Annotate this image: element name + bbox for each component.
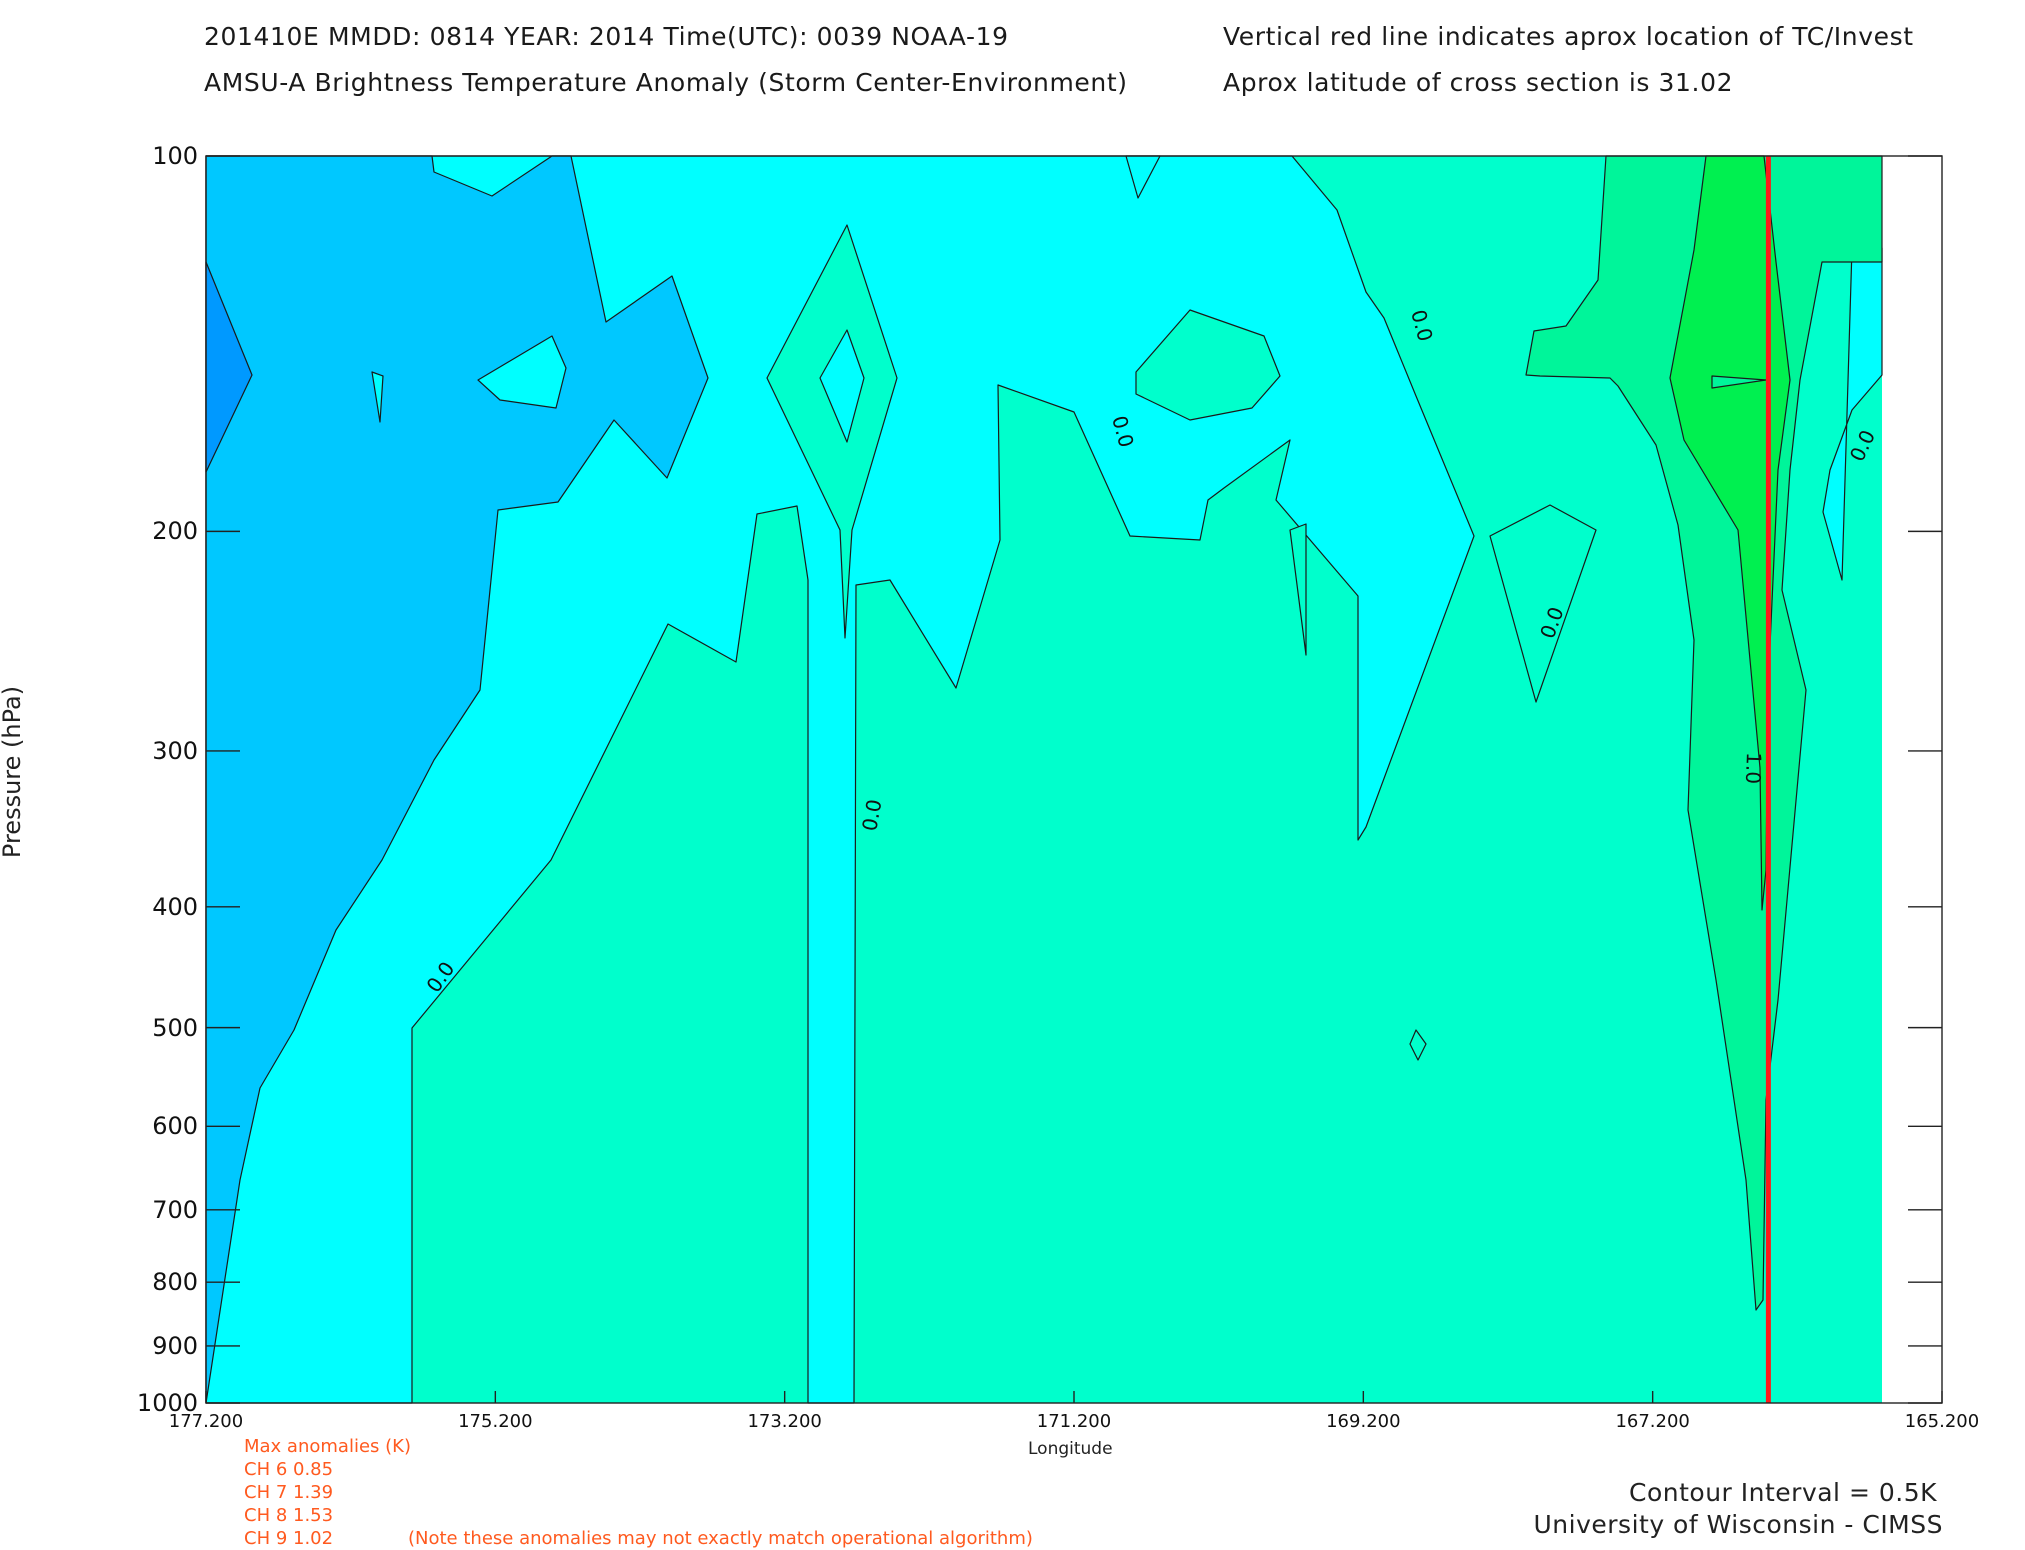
x-tick-label: 177.200 [168, 1411, 244, 1432]
x-tick-label: 175.200 [458, 1411, 533, 1432]
contour-label: 1.0 [1741, 752, 1766, 785]
y-tick-label: 800 [152, 1268, 198, 1297]
y-tick-label: 100 [152, 142, 198, 170]
band-0.0-island [371, 371, 384, 423]
anomaly-row: CH 8 1.53 [244, 1505, 334, 1526]
band-0.5-island [766, 224, 898, 639]
contour-fills [205, 155, 1883, 1404]
band-0.5-island [1489, 504, 1597, 703]
contour-interval: Contour Interval = 0.5K [1629, 1478, 1937, 1507]
y-tick-label: 400 [152, 892, 198, 921]
band-1.5-fill [1669, 155, 1791, 911]
chart-title: AMSU-A Brightness Temperature Anomaly (S… [204, 68, 1128, 97]
y-tick-label: 500 [152, 1013, 198, 1042]
x-tick-label: 169.200 [1326, 1411, 1401, 1432]
header-info-line: 201410E MMDD: 0814 YEAR: 2014 Time(UTC):… [204, 22, 1009, 51]
anomaly-row: CH 6 0.85 [244, 1459, 334, 1480]
band-0.5-island [1289, 523, 1307, 656]
band-0.0-island [819, 329, 865, 443]
anomaly-row: CH 9 1.02 [244, 1528, 334, 1549]
storm-line-note: Vertical red line indicates aprox locati… [1223, 22, 1914, 51]
anomalies-heading: Max anomalies (K) [244, 1436, 411, 1457]
y-tick-label: 700 [152, 1195, 198, 1224]
credit: University of Wisconsin - CIMSS [1533, 1510, 1943, 1539]
y-tick-label: 1000 [136, 1389, 198, 1417]
anomaly-note: (Note these anomalies may not exactly ma… [408, 1528, 1033, 1549]
band-0.5-island [1135, 309, 1281, 421]
latitude-note: Aprox latitude of cross section is 31.02 [1223, 68, 1734, 97]
x-tick-label: 173.200 [747, 1411, 822, 1432]
contour-label: 0.0 [857, 797, 886, 832]
y-tick-label: 900 [152, 1331, 198, 1360]
y-tick-marks [206, 155, 1942, 1404]
x-tick-label: 167.200 [1615, 1411, 1690, 1432]
y-axis-label: Pressure (hPa) [0, 685, 26, 859]
x-tick-label: 171.200 [1036, 1411, 1112, 1432]
anomaly-row: CH 7 1.39 [244, 1482, 334, 1503]
band-neg0.5-fill [205, 155, 709, 1404]
band-0.0-pocket [1822, 247, 1883, 581]
x-tick-marks [205, 1391, 1943, 1403]
band-1.0-fill [1525, 155, 1883, 1311]
y-tick-label: 600 [152, 1112, 198, 1141]
band-1.0-sliver [1711, 375, 1767, 389]
y-tick-label: 200 [152, 517, 198, 546]
x-tick-label: 165.200 [1904, 1411, 1980, 1432]
x-axis-label: Longitude [1028, 1439, 1113, 1459]
band-0.0-island [477, 335, 567, 409]
band-0.5-island [1409, 1029, 1427, 1061]
y-tick-label: 300 [152, 736, 198, 765]
